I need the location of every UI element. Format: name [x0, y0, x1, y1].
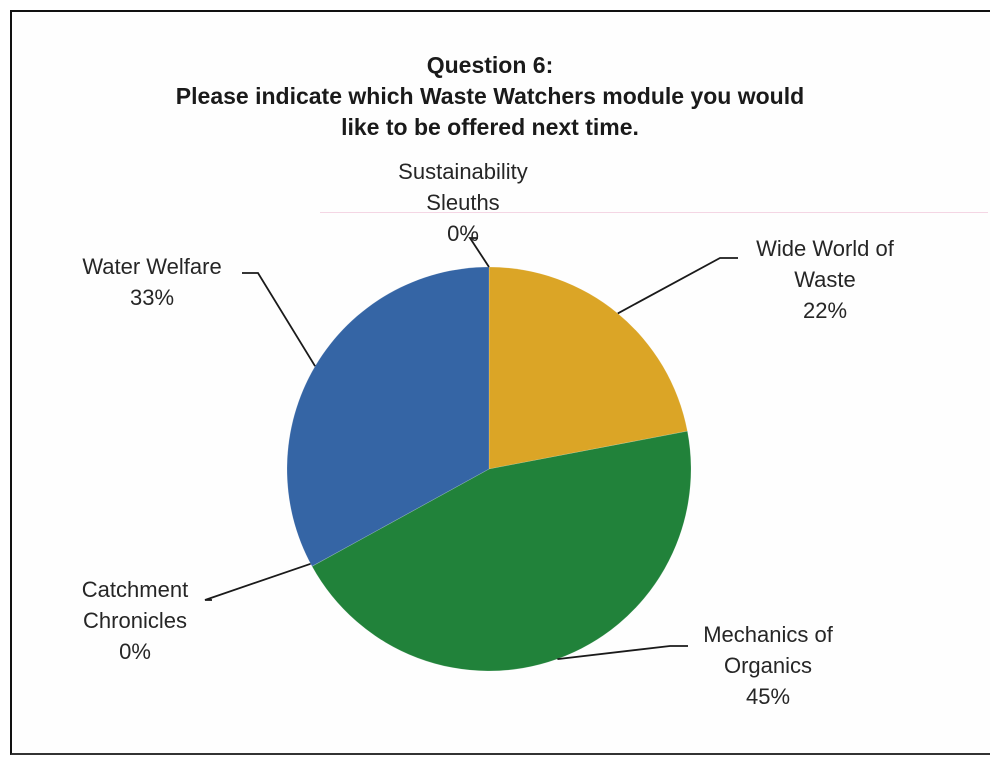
chart-title-line-1: Question 6:	[426, 52, 554, 78]
leader-line-catchment-chronicles	[204, 562, 311, 601]
scan-artifact-line	[320, 212, 988, 213]
slice-name-line: Waste	[794, 267, 856, 292]
slice-label-sustainability-sleuths: Sustainability Sleuths 0%	[368, 156, 558, 249]
slice-wide-world-of-waste	[488, 266, 688, 470]
slice-label-wide-world-of-waste: Wide World of Waste 22%	[732, 233, 918, 326]
slice-name-line: Chronicles	[83, 608, 187, 633]
chart-title-line-2: Please indicate which Waste Watchers mod…	[175, 83, 805, 109]
slice-label-mechanics-of-organics: Mechanics of Organics 45%	[676, 619, 860, 712]
slice-name-line: Sustainability	[398, 159, 528, 184]
slice-name-line: Wide World of	[756, 236, 894, 261]
leader-line-wide-world-of-waste	[617, 257, 738, 315]
slice-name-line: Catchment	[81, 577, 189, 602]
slice-label-catchment-chronicles: Catchment Chronicles 0%	[60, 574, 210, 667]
slice-name-line: Mechanics of	[703, 622, 833, 647]
slice-percent: 33%	[129, 285, 175, 310]
slice-name-line: Water Welfare	[82, 254, 222, 279]
chart-title-line-3: like to be offered next time.	[341, 114, 639, 140]
slice-name-line: Sleuths	[426, 190, 500, 215]
leader-line-sustainability-sleuths	[468, 237, 490, 268]
slice-percent: 0%	[447, 221, 479, 246]
slice-percent: 22%	[802, 298, 848, 323]
leader-line-mechanics-of-organics	[557, 645, 688, 660]
chart-title: Question 6: Please indicate which Waste …	[80, 50, 900, 143]
leader-line-water-welfare	[242, 272, 316, 367]
slice-percent: 45%	[745, 684, 791, 709]
slice-name-line: Organics	[723, 653, 813, 678]
slice-label-water-welfare: Water Welfare 33%	[52, 251, 252, 313]
slice-percent: 0%	[119, 639, 151, 664]
